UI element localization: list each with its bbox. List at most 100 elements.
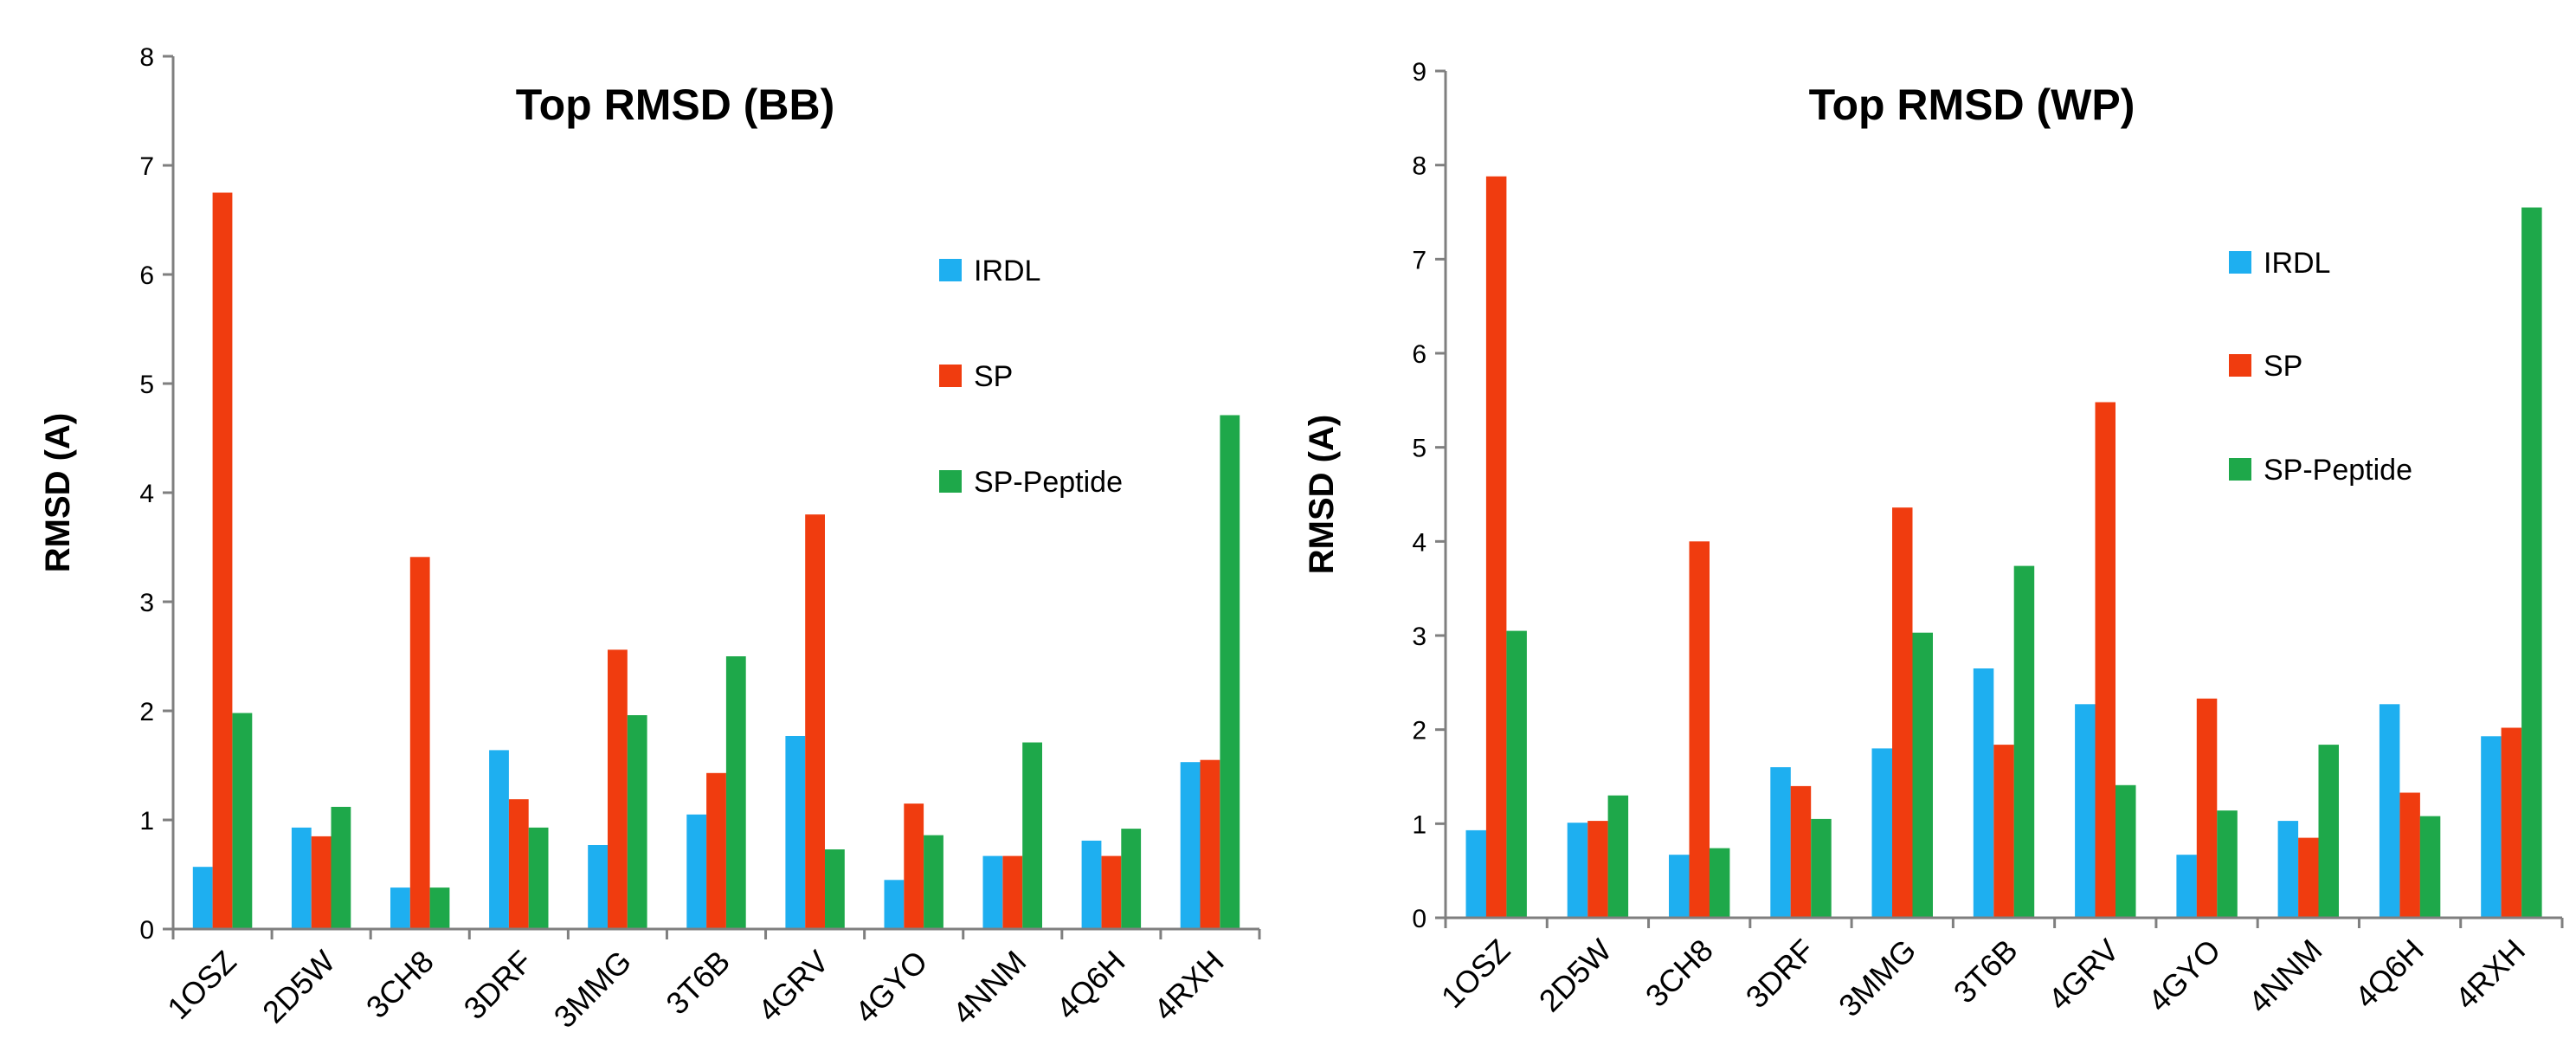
y-tick-label: 5 bbox=[139, 371, 154, 399]
x-tick-label: 3DRF bbox=[457, 944, 539, 1026]
bar-sp-peptide-1osz bbox=[1506, 630, 1527, 918]
bar-sp-3mmg bbox=[608, 649, 628, 929]
bar-sp-3ch8 bbox=[409, 557, 430, 929]
legend-swatch-sp-peptide bbox=[2229, 458, 2251, 481]
bar-sp-peptide-3mmg bbox=[1912, 632, 1933, 918]
bar-sp-1osz bbox=[212, 192, 233, 929]
x-tick-label: 3T6B bbox=[1947, 933, 2025, 1010]
bar-irdl-3mmg bbox=[588, 845, 608, 929]
x-tick-label: 4GRV bbox=[750, 944, 835, 1029]
bar-sp-3mmg bbox=[1892, 507, 1913, 918]
bar-sp-4nnm bbox=[1002, 855, 1023, 929]
legend-swatch-irdl bbox=[939, 259, 962, 281]
legend-label-sp: SP bbox=[974, 360, 1013, 393]
bar-sp-peptide-4grv bbox=[2116, 784, 2136, 918]
chart-wp: 0 1 2 3 4 5 6 7 8 9 1OSZ 2D5W 3CH8 3DRF 3MMG 3T6B 4GRV 4G… bbox=[1303, 58, 2564, 1023]
bar-irdl-4nnm bbox=[2277, 821, 2299, 918]
legend-swatch-irdl bbox=[2229, 251, 2251, 274]
bar-sp-peptide-4nnm bbox=[2318, 745, 2339, 918]
y-tick-label: 6 bbox=[139, 261, 154, 290]
bar-irdl-4rxh bbox=[1180, 762, 1201, 929]
legend-label-sp-peptide: SP-Peptide bbox=[974, 466, 1123, 499]
bar-sp-peptide-3drf bbox=[1811, 818, 1832, 918]
x-tick-label: 3DRF bbox=[1739, 933, 1821, 1015]
x-tick-label: 3T6B bbox=[659, 944, 737, 1022]
bar-sp-4grv bbox=[2095, 402, 2116, 918]
x-tick-label: 4NNM bbox=[2241, 933, 2328, 1020]
y-tick-label: 5 bbox=[1412, 435, 1426, 463]
bar-sp-peptide-3ch8 bbox=[429, 887, 450, 929]
bar-sp-peptide-1osz bbox=[232, 713, 253, 929]
legend-swatch-sp bbox=[2229, 354, 2251, 377]
bar-sp-4rxh bbox=[1200, 759, 1220, 929]
bar-irdl-4grv bbox=[2075, 704, 2096, 918]
x-tick-label: 1OSZ bbox=[1434, 933, 1517, 1015]
bar-sp-4q6h bbox=[2399, 792, 2420, 918]
bar-sp-peptide-4gyo bbox=[2217, 810, 2238, 918]
bar-sp-3drf bbox=[1790, 785, 1812, 918]
bar-sp-2d5w bbox=[311, 836, 332, 929]
x-tick-label: 1OSZ bbox=[160, 944, 242, 1026]
chart-title: Top RMSD (WP) bbox=[1809, 81, 2135, 129]
y-tick-label: 0 bbox=[139, 916, 154, 945]
bar-irdl-1osz bbox=[192, 867, 213, 929]
bar-sp-peptide-4rxh bbox=[2521, 207, 2542, 919]
y-tick-label: 2 bbox=[139, 698, 154, 726]
bar-irdl-2d5w bbox=[291, 827, 312, 929]
bar-sp-peptide-3t6b bbox=[2013, 565, 2035, 918]
bar-sp-3drf bbox=[508, 799, 529, 929]
x-tick-label: 3CH8 bbox=[1639, 933, 1720, 1014]
x-tick-label: 4NNM bbox=[945, 944, 1033, 1031]
bar-irdl-3drf bbox=[489, 750, 509, 929]
bar-sp-peptide-2d5w bbox=[1607, 795, 1629, 918]
bar-sp-1osz bbox=[1485, 176, 1507, 918]
x-tick-label: 3MMG bbox=[1832, 933, 1922, 1023]
y-tick-label: 7 bbox=[139, 152, 154, 181]
y-tick-label: 6 bbox=[1412, 340, 1426, 369]
x-tick-label: 4Q6H bbox=[2347, 933, 2430, 1015]
y-tick-label: 1 bbox=[1412, 810, 1426, 839]
x-tick-label: 4RXH bbox=[2448, 933, 2532, 1016]
y-tick-label: 4 bbox=[1412, 528, 1426, 557]
bar-sp-4gyo bbox=[2196, 698, 2218, 918]
y-tick-label: 8 bbox=[1412, 152, 1426, 181]
bar-sp-peptide-3mmg bbox=[627, 715, 647, 929]
y-tick-label: 1 bbox=[139, 807, 154, 836]
bar-sp-4grv bbox=[805, 514, 825, 929]
bar-irdl-3mmg bbox=[1871, 748, 1892, 918]
bar-sp-peptide-3t6b bbox=[725, 656, 746, 929]
bar-sp-peptide-2d5w bbox=[331, 806, 351, 929]
bar-sp-3ch8 bbox=[1689, 541, 1710, 918]
bar-irdl-3t6b bbox=[686, 814, 707, 929]
bar-irdl-3ch8 bbox=[1669, 855, 1690, 918]
legend-label-sp: SP bbox=[2264, 350, 2302, 383]
bar-sp-4q6h bbox=[1101, 855, 1122, 929]
bar-sp-peptide-3drf bbox=[528, 827, 549, 929]
bar-irdl-4q6h bbox=[2379, 704, 2400, 918]
chart-bb-panel: 0 1 2 3 4 5 6 7 8 1OSZ 2D5W 3CH8 3DRF 3MMG 3T6B 4GRV 4GY… bbox=[0, 0, 1281, 1039]
y-tick-label: 2 bbox=[1412, 717, 1426, 745]
x-tick-label: 4GRV bbox=[2041, 933, 2126, 1017]
y-axis-title: RMSD (A) bbox=[1303, 415, 1341, 574]
y-tick-label: 3 bbox=[1412, 623, 1426, 651]
bar-sp-2d5w bbox=[1587, 821, 1608, 918]
bar-irdl-4grv bbox=[785, 736, 806, 929]
bar-irdl-4q6h bbox=[1081, 840, 1102, 929]
y-tick-label: 8 bbox=[139, 43, 154, 72]
x-tick-label: 4Q6H bbox=[1049, 944, 1131, 1026]
bar-sp-peptide-4nnm bbox=[1022, 742, 1042, 929]
chart-bb: 0 1 2 3 4 5 6 7 8 1OSZ 2D5W 3CH8 3DRF 3MMG 3T6B 4GRV 4GY… bbox=[39, 43, 1261, 1035]
y-axis-title: RMSD (A) bbox=[39, 413, 77, 572]
chart-wp-panel: 0 1 2 3 4 5 6 7 8 9 1OSZ 2D5W 3CH8 3DRF 3MMG 3T6B 4GRV 4G… bbox=[1290, 0, 2576, 1039]
bar-irdl-4gyo bbox=[884, 880, 905, 929]
y-tick-label: 0 bbox=[1412, 905, 1426, 933]
legend-label-irdl: IRDL bbox=[974, 255, 1040, 287]
x-tick-label: 3CH8 bbox=[359, 944, 441, 1025]
x-tick-label: 2D5W bbox=[1532, 933, 1619, 1019]
x-tick-label: 4RXH bbox=[1147, 944, 1231, 1028]
bar-sp-peptide-4q6h bbox=[1121, 829, 1142, 929]
y-tick-label: 9 bbox=[1412, 58, 1426, 87]
bar-irdl-3drf bbox=[1770, 767, 1791, 918]
bar-irdl-3t6b bbox=[1973, 668, 1994, 918]
y-tick-label: 7 bbox=[1412, 246, 1426, 274]
